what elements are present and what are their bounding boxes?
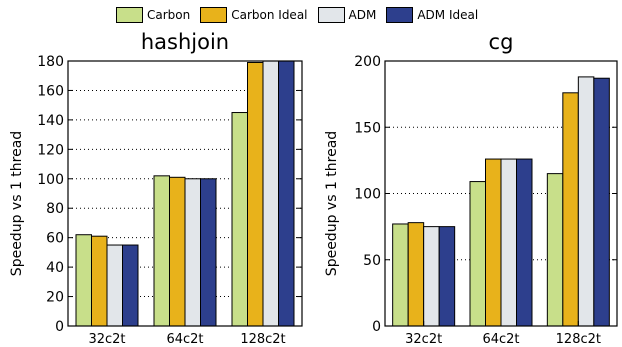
y-tick-label: 40 bbox=[46, 260, 64, 276]
x-tick-label: 32c2t bbox=[88, 332, 125, 347]
chart-cg: cg 0 50 100 150 200 32c2t 64c2t 128c2t Speedup vs… bbox=[324, 30, 618, 347]
y-tick-label: 150 bbox=[354, 120, 381, 136]
bar-adm-ideal-128c2t bbox=[593, 77, 610, 327]
chart-title: cg bbox=[489, 30, 514, 54]
legend-label: Carbon Ideal bbox=[231, 8, 308, 22]
legend-swatch-carbon bbox=[116, 7, 143, 23]
y-tick-label: 0 bbox=[372, 319, 381, 335]
bar-carbon-ideal-128c2t bbox=[247, 61, 264, 327]
bar-carbon-64c2t bbox=[469, 181, 486, 327]
bar-adm-ideal-64c2t bbox=[516, 158, 533, 327]
x-tick-label: 128c2t bbox=[556, 332, 601, 347]
bar-adm-32c2t bbox=[423, 226, 440, 327]
legend-label: Carbon bbox=[147, 8, 191, 22]
legend-swatch-adm bbox=[317, 7, 345, 23]
legend-item-carbon: Carbon bbox=[116, 7, 190, 23]
y-tick-label: 140 bbox=[37, 113, 64, 129]
y-tick-label: 0 bbox=[55, 319, 64, 335]
x-tick-label: 64c2t bbox=[166, 332, 203, 347]
y-tick-label: 160 bbox=[37, 83, 64, 99]
y-axis-label: Speedup vs 1 thread bbox=[324, 131, 340, 276]
legend-label: ADM bbox=[348, 8, 377, 22]
y-tick-label: 120 bbox=[37, 142, 64, 158]
legend-item-adm-ideal: ADM Ideal bbox=[386, 7, 478, 23]
legend-item-adm: ADM bbox=[317, 7, 377, 23]
y-tick-label: 200 bbox=[354, 54, 381, 70]
bar-carbon-ideal-32c2t bbox=[407, 222, 425, 327]
bar-adm-ideal-32c2t bbox=[438, 226, 456, 327]
bar-carbon-32c2t bbox=[392, 223, 409, 327]
bar-adm-64c2t bbox=[184, 178, 201, 327]
bar-carbon-128c2t bbox=[231, 112, 248, 327]
y-tick-label: 100 bbox=[354, 187, 381, 203]
legend-item-carbon-ideal: Carbon Ideal bbox=[200, 7, 308, 23]
legend-label: ADM Ideal bbox=[417, 8, 479, 22]
bar-adm-32c2t bbox=[106, 244, 123, 327]
y-tick-label: 50 bbox=[363, 253, 381, 269]
x-tick-label: 32c2t bbox=[405, 332, 442, 347]
legend-swatch-adm-ideal bbox=[386, 7, 414, 23]
bar-carbon-ideal-32c2t bbox=[91, 235, 108, 327]
y-tick-label: 60 bbox=[46, 231, 64, 247]
bar-adm-ideal-32c2t bbox=[122, 244, 139, 327]
bar-carbon-128c2t bbox=[546, 173, 564, 327]
bar-carbon-ideal-64c2t bbox=[485, 158, 502, 327]
y-tick-label: 80 bbox=[46, 201, 64, 217]
x-tick-label: 128c2t bbox=[240, 332, 285, 347]
chart-title: hashjoin bbox=[141, 30, 229, 54]
legend-swatch-carbon-ideal bbox=[200, 7, 228, 23]
y-tick-label: 100 bbox=[37, 172, 64, 188]
bar-carbon-ideal-128c2t bbox=[562, 92, 579, 327]
bar-carbon-64c2t bbox=[153, 175, 170, 327]
y-tick-label: 180 bbox=[37, 54, 64, 70]
bar-carbon-32c2t bbox=[75, 234, 92, 327]
bar-carbon-ideal-64c2t bbox=[169, 176, 186, 327]
bar-adm-128c2t bbox=[262, 60, 279, 327]
chart-hashjoin: hashjoin 0 20 40 60 80 100 120 140 160 180 32c2t 64c… bbox=[9, 30, 303, 347]
bar-adm-128c2t bbox=[577, 76, 595, 327]
x-tick-label: 64c2t bbox=[482, 332, 519, 347]
bar-adm-ideal-64c2t bbox=[200, 178, 217, 327]
y-tick-label: 20 bbox=[46, 290, 64, 306]
bar-adm-64c2t bbox=[500, 158, 517, 327]
y-axis-label: Speedup vs 1 thread bbox=[9, 131, 25, 276]
bar-adm-ideal-128c2t bbox=[278, 60, 295, 327]
chart-legend: Carbon Carbon Ideal ADM ADM Ideal bbox=[116, 5, 488, 25]
